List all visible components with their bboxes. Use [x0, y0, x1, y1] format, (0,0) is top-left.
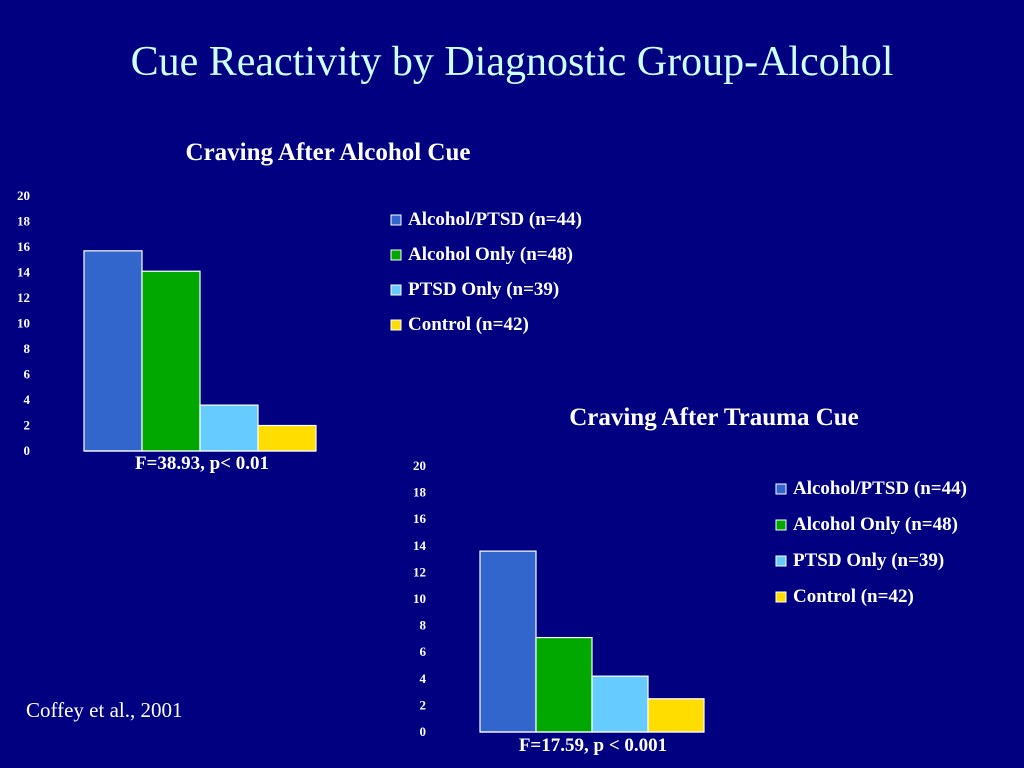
- y-tick-label: 14: [413, 538, 427, 553]
- y-tick-label: 10: [17, 316, 30, 331]
- y-tick-label: 2: [24, 418, 31, 433]
- y-tick-label: 8: [420, 618, 427, 633]
- stat-annotation: F=38.93, p< 0.01: [135, 453, 269, 474]
- y-tick-label: 18: [413, 485, 427, 500]
- bar-4: [647, 698, 705, 733]
- y-tick-label: 2: [420, 697, 427, 712]
- chart-title: Craving After Trauma Cue: [569, 404, 859, 431]
- y-tick-label: 14: [17, 265, 31, 280]
- y-tick-label: 6: [420, 644, 427, 659]
- legend-label: PTSD Only (n=39): [793, 550, 944, 571]
- legend-swatch: [390, 284, 402, 296]
- bar-1: [479, 550, 537, 733]
- legend-swatch: [775, 555, 787, 567]
- legend-label: Alcohol/PTSD (n=44): [793, 478, 967, 499]
- y-tick-label: 18: [17, 214, 31, 229]
- legend-swatch: [390, 319, 402, 331]
- y-tick-label: 10: [413, 591, 426, 606]
- chart-title: Craving After Alcohol Cue: [186, 139, 471, 166]
- bar-3: [591, 675, 649, 733]
- stat-annotation: F=17.59, p < 0.001: [519, 735, 667, 756]
- y-tick-label: 16: [17, 239, 31, 254]
- legend-label: Control (n=42): [793, 586, 914, 607]
- slide-title: Cue Reactivity by Diagnostic Group-Alcoh…: [130, 39, 894, 85]
- legend-swatch: [390, 249, 402, 261]
- legend-swatch: [775, 591, 787, 603]
- legend-swatch: [775, 519, 787, 531]
- legend-label: Alcohol/PTSD (n=44): [408, 209, 582, 230]
- legend-label: Control (n=42): [408, 314, 529, 335]
- y-tick-label: 0: [420, 724, 427, 739]
- y-tick-label: 0: [24, 443, 31, 458]
- y-tick-label: 12: [17, 290, 30, 305]
- bar-2: [535, 636, 593, 733]
- y-tick-label: 6: [24, 367, 31, 382]
- legend-label: Alcohol Only (n=48): [408, 244, 573, 265]
- y-tick-label: 4: [420, 671, 427, 686]
- y-tick-label: 4: [24, 392, 31, 407]
- y-tick-label: 16: [413, 511, 427, 526]
- legend-swatch: [775, 483, 787, 495]
- legend-swatch: [390, 214, 402, 226]
- y-tick-label: 20: [413, 458, 426, 473]
- y-tick-label: 12: [413, 564, 426, 579]
- legend-label: PTSD Only (n=39): [408, 279, 559, 300]
- y-tick-label: 8: [24, 341, 31, 356]
- citation: Coffey et al., 2001: [26, 698, 183, 722]
- legend-label: Alcohol Only (n=48): [793, 514, 958, 535]
- y-tick-label: 20: [17, 188, 30, 203]
